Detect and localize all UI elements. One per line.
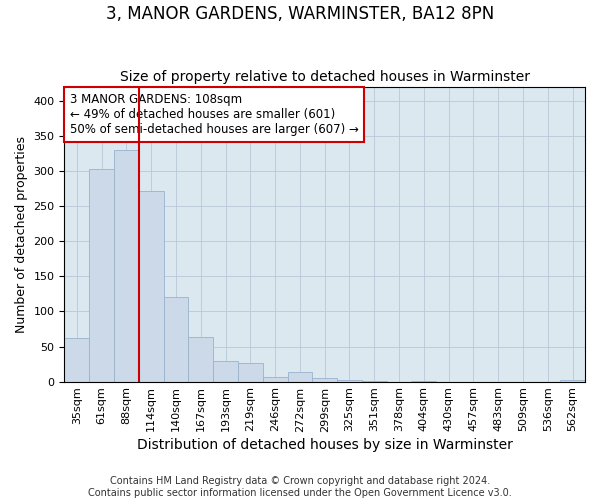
Bar [89,169,114,382]
Bar [287,372,313,382]
Bar [362,381,386,382]
Text: 3 MANOR GARDENS: 108sqm
← 49% of detached houses are smaller (601)
50% of semi-d: 3 MANOR GARDENS: 108sqm ← 49% of detache… [70,93,358,136]
Bar [412,381,436,382]
Bar [337,380,362,382]
Bar [560,380,585,382]
Bar [263,376,287,382]
Bar [114,150,139,382]
Bar [188,338,213,382]
Bar [164,298,188,382]
X-axis label: Distribution of detached houses by size in Warminster: Distribution of detached houses by size … [137,438,512,452]
Y-axis label: Number of detached properties: Number of detached properties [15,136,28,333]
Text: 3, MANOR GARDENS, WARMINSTER, BA12 8PN: 3, MANOR GARDENS, WARMINSTER, BA12 8PN [106,5,494,23]
Bar [213,361,238,382]
Bar [238,364,263,382]
Bar [64,338,89,382]
Bar [313,378,337,382]
Text: Contains HM Land Registry data © Crown copyright and database right 2024.
Contai: Contains HM Land Registry data © Crown c… [88,476,512,498]
Title: Size of property relative to detached houses in Warminster: Size of property relative to detached ho… [120,70,530,85]
Bar [139,191,164,382]
